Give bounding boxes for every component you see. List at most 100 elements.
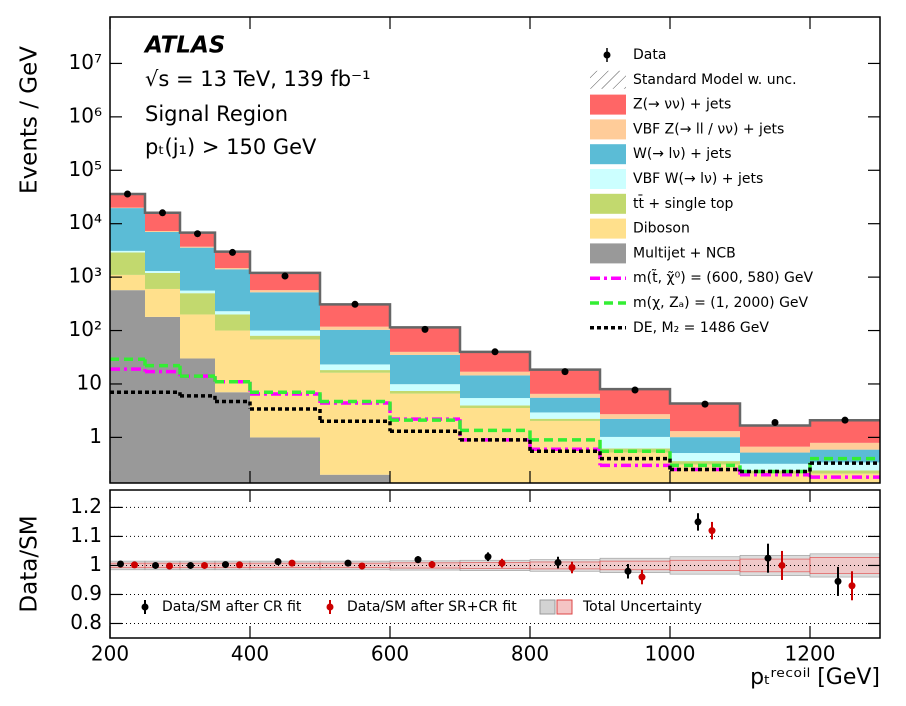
stack-segment [460, 351, 530, 372]
ratio-point [484, 553, 492, 561]
stack-segment [670, 431, 740, 438]
stack-segment [180, 246, 215, 248]
legend-label: Z(→ νν) + jets [633, 97, 731, 113]
y-tick-label: 0.9 [70, 581, 102, 605]
stack-segment [810, 462, 880, 471]
x-tick-label: 1200 [785, 642, 836, 666]
ratio-point [187, 561, 194, 569]
ratio-point [498, 559, 506, 567]
ratio-frame [109, 489, 881, 639]
stack-segment [215, 268, 250, 270]
ratio-point [568, 563, 576, 571]
stack-segment [810, 449, 880, 463]
stack-segment [215, 251, 250, 269]
cut-label: pₜ(j₁) > 150 GeV [145, 135, 317, 159]
y-tick-label: 10³ [69, 264, 102, 288]
legend-label: VBF W(→ lν) + jets [633, 171, 763, 187]
data-point [281, 272, 289, 280]
legend-sm-swatch [590, 70, 626, 89]
stack-segment [145, 272, 180, 289]
y-tick-label: 10⁶ [69, 103, 102, 127]
legend-swatch [590, 119, 626, 140]
stack-segment [530, 412, 600, 419]
stack-segment [250, 272, 320, 291]
legend-band-swatch [556, 599, 573, 615]
stack-segment [320, 329, 390, 365]
ratio-point [694, 518, 702, 526]
data-point [194, 230, 201, 238]
stack-segment [145, 212, 180, 232]
legend-band-swatch [539, 599, 556, 615]
data-point [491, 348, 499, 356]
ratio-point [764, 554, 772, 562]
data-point [771, 418, 779, 426]
stack-segment [250, 292, 320, 331]
stack-segment [460, 398, 530, 406]
stack-segment [250, 437, 320, 483]
stack-segment [320, 364, 390, 371]
legend-label: m(χ, Zₐ) = (1, 2000) GeV [633, 295, 809, 311]
uncertainty-band [389, 562, 461, 569]
stack-segment [740, 425, 810, 447]
stack-segment [600, 414, 670, 419]
legend-swatch [590, 243, 626, 264]
stack-segment [390, 351, 460, 355]
stack-segment [320, 372, 390, 475]
x-tick-label: 1000 [645, 642, 696, 666]
x-axis-label: pₜʳᵉᶜᵒⁱˡ [GeV] [750, 665, 880, 690]
stack-segment [215, 269, 250, 312]
stack-segment [600, 436, 670, 449]
stack-segment [180, 232, 215, 247]
stack-segment [110, 252, 145, 275]
stack-segment [110, 208, 145, 251]
stack-segment [110, 250, 145, 253]
y-tick-label: 0.8 [70, 610, 102, 634]
stack-segment [145, 288, 180, 317]
legend-swatch [590, 144, 626, 165]
y-axis-label: Events / GeV [17, 46, 43, 194]
legend-label: tt̄ + single top [633, 194, 734, 212]
y-tick-label: 1.1 [70, 523, 102, 547]
legend-swatch [590, 218, 626, 239]
data-point [229, 248, 236, 256]
region-label: Signal Region [145, 102, 288, 126]
stack-segment [180, 290, 215, 294]
ratio-point [624, 567, 632, 575]
stack-segment [390, 354, 460, 385]
energy-label: √s = 13 TeV, 139 fb⁻¹ [145, 67, 371, 91]
legend-swatch [590, 169, 626, 189]
ratio-point [117, 560, 124, 568]
stack-segment [250, 330, 320, 336]
uncertainty-band [249, 562, 321, 569]
y-tick-label: 10⁵ [69, 157, 102, 181]
stack-segment [145, 231, 180, 272]
ratio-point [428, 561, 436, 569]
legend-label: Diboson [633, 221, 690, 237]
stack-segment [145, 316, 180, 483]
ratio-point [358, 562, 366, 570]
ratio-plot [110, 506, 880, 624]
ratio-point [638, 573, 646, 581]
legend-marker [326, 603, 334, 611]
stack-segment [390, 384, 460, 391]
stack-segment [320, 474, 390, 483]
main-plot [110, 190, 880, 483]
y-tick-label: 10⁷ [69, 50, 102, 74]
stack-segment [180, 293, 215, 315]
ratio-point [166, 562, 173, 570]
stack-segment [670, 437, 740, 454]
stack-segment [250, 339, 320, 438]
stack-segment [670, 403, 740, 432]
stack-segment [390, 393, 460, 483]
stack-segment [530, 393, 600, 398]
stack-segment [250, 290, 320, 293]
ratio-point [834, 577, 842, 585]
legend-marker [141, 603, 149, 611]
ratio-point [554, 559, 562, 567]
stack-segment [460, 375, 530, 399]
stack-segment [390, 390, 460, 394]
data-point [124, 190, 131, 198]
ratio-point [848, 582, 856, 590]
x-tick-label: 800 [511, 642, 549, 666]
